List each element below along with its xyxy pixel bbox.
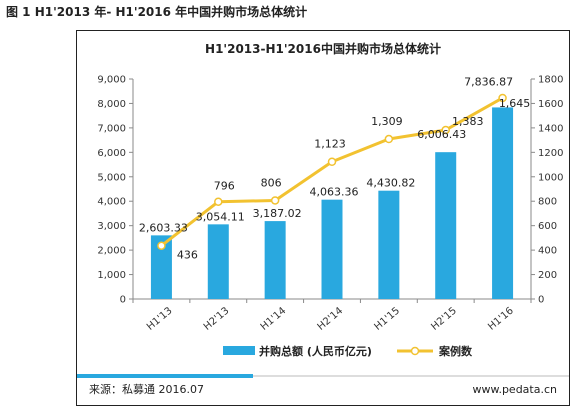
combo-chart: H1'2013-H1'2016中国并购市场总体统计 0 1,000 2,000 3,0… [77,41,569,396]
line-point [157,241,166,250]
bar-value-label: 4,063.36 [310,186,359,199]
y-left-tick-label: 0 [120,295,126,306]
bar-value-label: 2,603.33 [139,221,188,234]
y-right-tick-label: 1000 [538,172,563,183]
bar-value-label: 6,006.43 [417,128,466,141]
x-tick-label: H2'14 [316,305,346,332]
line-value-label: 1,309 [371,115,403,128]
y-right-tick-label: 800 [538,197,557,208]
y-right-tick-label: 1800 [538,75,563,86]
bar-value-label: 4,430.82 [366,177,415,190]
line-value-label: 436 [177,249,198,262]
y-right-tick-label: 200 [538,270,557,281]
x-tick-label: H2'15 [429,305,459,332]
line-point [327,157,337,166]
legend-bar-swatch [223,346,255,355]
y-left-tick-label: 1,000 [97,270,126,281]
footer-accent-bar [77,374,253,378]
line-point [441,125,450,135]
line-point [270,196,280,205]
y-right-tick-label: 0 [538,295,544,306]
y-left-tick-label: 2,000 [97,246,126,257]
chart-title: H1'2013-H1'2016中国并购市场总体统计 [205,41,441,56]
line-series [157,93,507,250]
y-right-tick-label: 1400 [538,123,563,134]
legend-line-marker [410,346,420,356]
legend-bar-label: 并购总额 (人民币亿元) [259,344,372,358]
x-tick-label: H1'13 [145,305,175,332]
line-point [214,197,223,206]
y-left-tick-label: 7,000 [97,123,126,134]
y-left-tick-label: 4,000 [97,197,126,208]
bar [264,221,286,299]
x-tick-label: H1'16 [486,305,516,332]
x-tick-label: H2'13 [202,305,232,332]
y-left-tick-label: 6,000 [97,148,126,159]
footer-website: www.pedata.cn [472,383,557,396]
y-left-tick-label: 3,000 [97,221,126,232]
line-point [498,93,507,103]
y-right-tick-label: 400 [538,246,557,257]
bar [378,190,400,299]
x-tick-label: H1'15 [372,305,402,332]
y-left-tick-label: 8,000 [97,99,126,110]
y-right-tick-label: 600 [538,221,557,232]
chart-frame: H1'2013-H1'2016中国并购市场总体统计 0 1,000 2,000 3,0… [76,30,570,406]
legend-line-label: 案例数 [438,344,473,358]
line-value-label: 796 [214,180,235,193]
bar [435,152,457,299]
bar-value-label: 7,836.87 [464,75,513,88]
figure-caption: 图 1 H1'2013 年- H1'2016 年中国并购市场总体统计 [6,5,308,19]
bar [492,107,514,299]
bar-series [150,107,514,299]
legend: 并购总额 (人民币亿元) 案例数 [223,344,473,358]
y-left-tick-label: 9,000 [97,75,126,86]
y-right-tick-label: 1600 [538,99,563,110]
bar-value-label: 3,187.02 [253,207,302,220]
y-left-tick-label: 5,000 [97,172,126,183]
bar [321,199,343,299]
bar [150,235,172,299]
line-value-label: 1,123 [314,138,346,151]
line-value-label: 1,383 [452,115,484,128]
line-point [384,134,394,144]
bar-value-label: 3,054.11 [196,210,245,223]
footer-source: 来源：私募通 2016.07 [89,382,204,396]
x-tick-label: H1'14 [259,305,289,332]
bar [207,224,229,299]
y-right-tick-label: 1200 [538,148,563,159]
line-value-label: 806 [261,176,282,189]
data-labels: 2,603.33 3,054.11 3,187.02 4,063.36 4,430.82… [139,75,530,261]
line-value-label: 1,645 [499,97,530,110]
